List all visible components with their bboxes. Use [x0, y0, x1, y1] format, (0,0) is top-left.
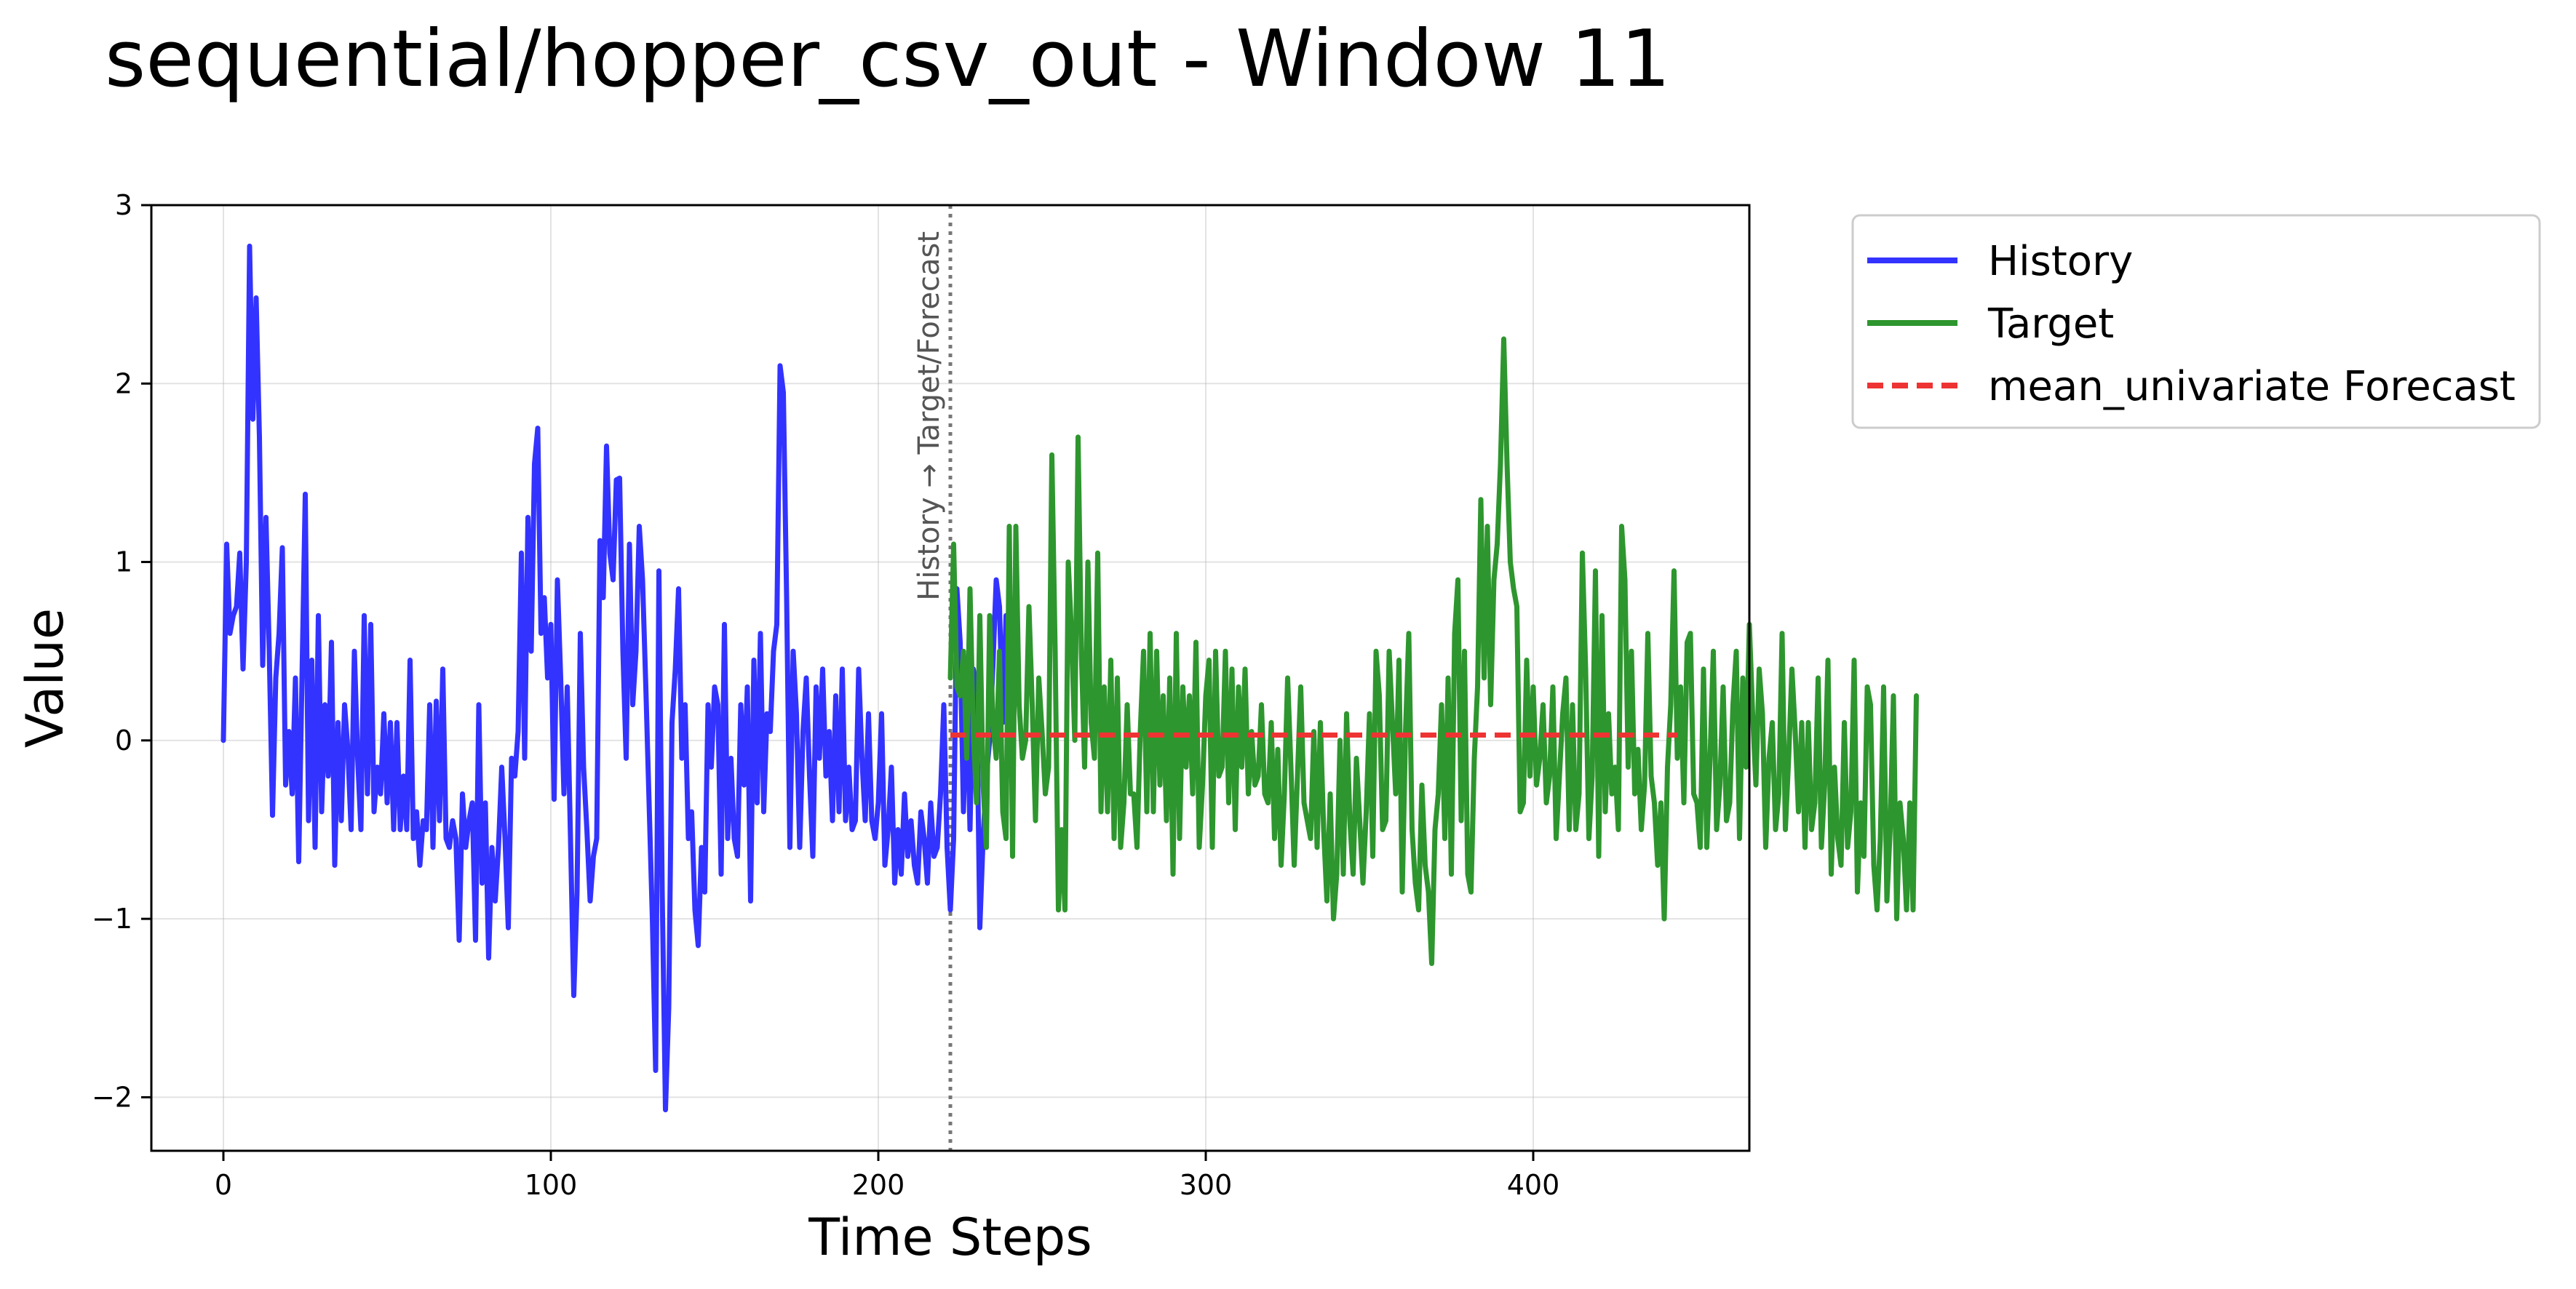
x-axis: 0 100 200 300 400: [215, 1151, 1559, 1201]
chart-title: sequential/hopper_csv_out - Window 11: [105, 14, 1671, 105]
legend: History Target mean_univariate Forecast: [1851, 214, 2541, 429]
divider-group: History → Target/Forecast: [913, 205, 953, 1151]
y-tick-label: 3: [115, 189, 132, 221]
x-tick-label: 0: [215, 1169, 232, 1201]
x-tick-label: 400: [1507, 1169, 1560, 1201]
series-lines: [220, 243, 1919, 1113]
y-tick-label: 0: [115, 725, 132, 757]
series-line-1: [947, 336, 1919, 966]
x-tick-label: 300: [1180, 1169, 1233, 1201]
legend-box: [1851, 214, 2541, 429]
plot-area: [150, 204, 1751, 1152]
legend-label: mean_univariate Forecast: [1988, 363, 2516, 410]
x-tick-label: 100: [525, 1169, 578, 1201]
series-line-0: [220, 243, 1009, 1113]
legend-label: History: [1988, 238, 2133, 285]
legend-label: Target: [1987, 300, 2114, 348]
y-tick-label: 2: [115, 367, 132, 399]
x-axis-label: Time Steps: [808, 1208, 1092, 1267]
y-tick-label: −2: [92, 1081, 132, 1113]
y-axis-label: Value: [15, 608, 75, 748]
divider-label: History → Target/Forecast: [913, 231, 946, 601]
y-tick-label: −1: [92, 903, 132, 935]
y-axis: −2 −1 0 1 2 3: [92, 189, 151, 1113]
x-tick-label: 200: [852, 1169, 905, 1201]
y-tick-label: 1: [115, 546, 132, 578]
